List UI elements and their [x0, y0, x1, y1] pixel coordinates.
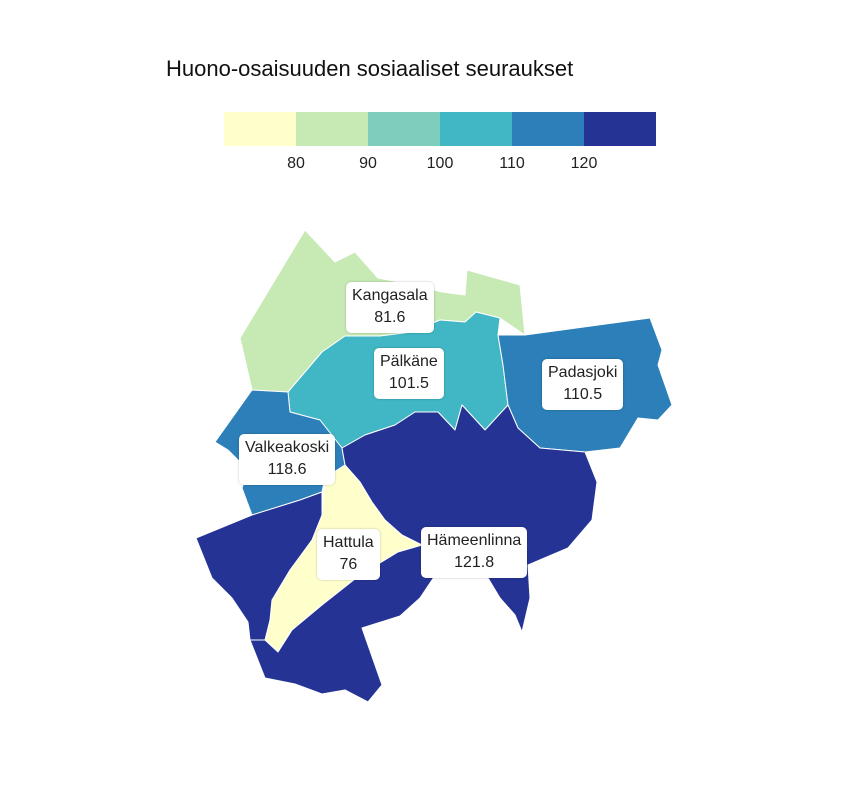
map-title: Huono-osaisuuden sosiaaliset seuraukset — [166, 56, 574, 81]
legend-swatch — [296, 112, 368, 146]
municipality-name: Padasjoki — [548, 364, 618, 381]
color-legend — [224, 112, 656, 146]
municipality-value: 76 — [339, 556, 358, 573]
label-padasjoki: Padasjoki 110.5 — [542, 359, 624, 410]
label-palkane: Pälkäne 101.5 — [374, 348, 444, 399]
legend-swatch — [512, 112, 584, 146]
legend-tick: 100 — [426, 155, 454, 172]
label-hameenlinna: Hämeenlinna 121.8 — [421, 527, 528, 578]
region-hameenlinna-west[interactable] — [195, 491, 323, 641]
municipality-name: Hattula — [323, 534, 374, 551]
municipality-name: Kangasala — [352, 287, 428, 304]
legend-swatch — [440, 112, 512, 146]
legend-tick: 90 — [359, 155, 377, 172]
label-valkeakoski: Valkeakoski 118.6 — [239, 434, 336, 485]
municipality-name: Hämeenlinna — [427, 532, 522, 549]
municipality-value: 101.5 — [388, 375, 429, 392]
municipality-value: 81.6 — [374, 309, 406, 326]
municipality-name: Valkeakoski — [245, 439, 330, 456]
label-kangasala: Kangasala 81.6 — [346, 282, 434, 333]
legend-tick: 120 — [570, 155, 598, 172]
legend-swatch — [224, 112, 296, 146]
legend-tick: 80 — [287, 155, 305, 172]
legend-tick: 110 — [499, 155, 525, 172]
label-hattula: Hattula 76 — [317, 529, 380, 580]
legend-swatch — [584, 112, 656, 146]
municipality-name: Pälkäne — [380, 353, 438, 370]
municipality-value: 110.5 — [563, 386, 603, 403]
legend-swatch — [368, 112, 440, 146]
municipality-value: 121.8 — [454, 554, 495, 571]
municipality-value: 118.6 — [267, 461, 307, 478]
